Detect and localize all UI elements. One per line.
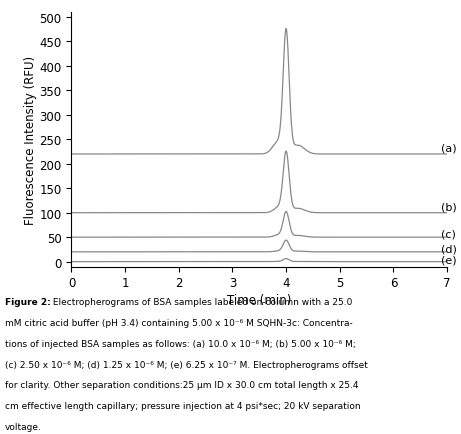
Text: voltage.: voltage. xyxy=(5,422,41,431)
Text: (c) 2.50 x 10⁻⁶ M; (d) 1.25 x 10⁻⁶ M; (e) 6.25 x 10⁻⁷ M. Electropherograms offse: (c) 2.50 x 10⁻⁶ M; (d) 1.25 x 10⁻⁶ M; (e… xyxy=(5,360,367,369)
Y-axis label: Fluorescence Intensity (RFU): Fluorescence Intensity (RFU) xyxy=(24,56,37,224)
Text: (c): (c) xyxy=(441,229,455,239)
Text: (d): (d) xyxy=(441,244,456,254)
Text: mM citric acid buffer (pH 3.4) containing 5.00 x 10⁻⁶ M SQHN-3c: Concentra-: mM citric acid buffer (pH 3.4) containin… xyxy=(5,318,352,327)
X-axis label: Time (min): Time (min) xyxy=(227,294,291,307)
Text: tions of injected BSA samples as follows: (a) 10.0 x 10⁻⁶ M; (b) 5.00 x 10⁻⁶ M;: tions of injected BSA samples as follows… xyxy=(5,339,355,348)
Text: (b): (b) xyxy=(441,202,456,212)
Text: cm effective length capillary; pressure injection at 4 psi*sec; 20 kV separation: cm effective length capillary; pressure … xyxy=(5,401,360,411)
Text: (e): (e) xyxy=(441,255,456,265)
Text: Figure 2:: Figure 2: xyxy=(5,297,50,306)
Text: Electropherograms of BSA samples labeled on-column with a 25.0: Electropherograms of BSA samples labeled… xyxy=(50,297,353,306)
Text: (a): (a) xyxy=(441,143,456,153)
Text: for clarity. Other separation conditions:25 μm ID x 30.0 cm total length x 25.4: for clarity. Other separation conditions… xyxy=(5,381,358,390)
